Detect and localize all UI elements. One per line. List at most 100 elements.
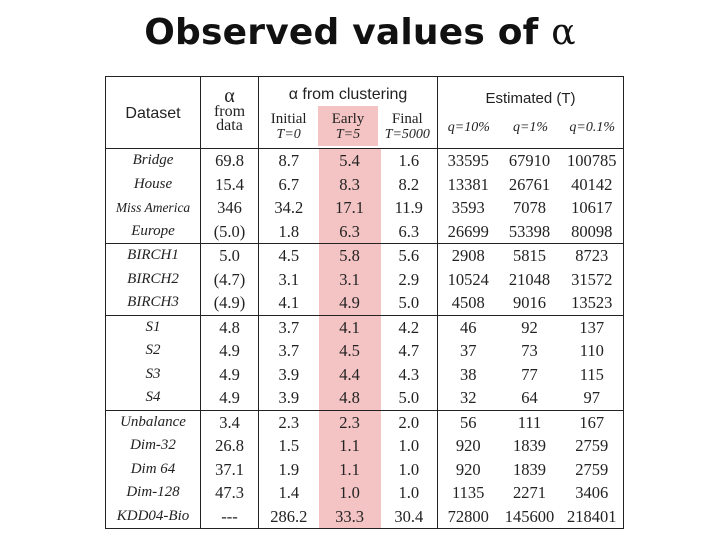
row-early: 2.3 <box>318 409 381 434</box>
row-alpha: 5.0 <box>200 243 259 268</box>
row-alpha: 15.4 <box>200 172 259 196</box>
row-alpha: 346 <box>200 196 259 220</box>
row-final: 6.3 <box>398 221 420 241</box>
row-early: 4.5 <box>318 339 381 363</box>
row-early: 4.4 <box>318 362 381 386</box>
header-q1-label: q=10% <box>447 120 490 135</box>
row-alpha: 4.8 <box>200 314 259 339</box>
row-q3: 8723 <box>560 243 624 268</box>
row-early: 5.8 <box>318 243 381 268</box>
header-initial-t: T=0 <box>276 127 301 142</box>
row-final: 1.0 <box>398 459 420 479</box>
row-q1: 38 <box>437 362 499 386</box>
row-q2: 111 <box>498 409 561 434</box>
row-q3: 10617 <box>571 198 613 217</box>
row-initial: 6.7 <box>258 172 319 196</box>
row-initial: 8.7 <box>258 148 319 173</box>
slide-title-alpha: α <box>551 12 576 53</box>
row-q2: 9016 <box>513 293 546 312</box>
row-early: 1.0 <box>318 481 381 505</box>
row-q2: 21048 <box>508 269 551 289</box>
header-q2: q=1% <box>500 110 562 146</box>
header-final-label: Final <box>391 111 423 127</box>
row-final: 2.0 <box>380 409 438 434</box>
row-initial: 286.2 <box>258 504 319 529</box>
row-q1: 3593 <box>437 196 499 220</box>
row-initial: 34.2 <box>258 196 319 220</box>
table-row: Dim 64 37.1 1.9 1.1 1.0 920 1839 2759 <box>106 457 624 481</box>
table-row: KDD04-Bio --- 286.2 33.3 30.4 72800 1456… <box>106 504 624 529</box>
row-q1: 46 <box>437 314 499 339</box>
row-alpha: 4.9 <box>200 339 259 363</box>
row-dataset-name: KDD04-Bio <box>116 507 190 524</box>
table-row: Bridge 69.8 8.7 5.4 1.6 33595 67910 1007… <box>106 148 624 173</box>
row-early: 5.4 <box>318 148 381 173</box>
row-q1: 920 <box>437 457 499 481</box>
header-q3: q=0.1% <box>561 110 623 146</box>
row-alpha: 3.4 <box>200 409 259 434</box>
row-dataset-name: S2 <box>145 342 161 358</box>
row-q3: 3406 <box>575 483 609 502</box>
row-dataset-name: S4 <box>145 389 161 405</box>
header-final-t: T=5000 <box>384 127 430 142</box>
table-row: Europe (5.0) 1.8 6.3 6.3 26699 53398 800… <box>106 219 624 244</box>
header-early-t: T=5 <box>335 127 361 142</box>
header-initial-label: Initial <box>270 111 307 127</box>
table-row: Dim-128 47.3 1.4 1.0 1.0 1135 2271 3406 <box>106 481 624 505</box>
row-dataset-name: BIRCH3 <box>127 294 179 310</box>
row-q2: 67910 <box>508 151 551 170</box>
row-final: 1.0 <box>398 483 420 502</box>
header-clustering: α from clustering Initial T=0 Early T=5 … <box>258 76 438 149</box>
row-early: 3.1 <box>318 267 381 291</box>
row-initial: 4.1 <box>258 291 319 315</box>
row-initial: 3.1 <box>258 267 319 291</box>
header-alpha-symbol: α <box>224 85 235 107</box>
row-q1: 13381 <box>437 172 499 196</box>
row-alpha: (4.9) <box>200 291 259 315</box>
row-dataset-name: Miss America <box>115 200 191 215</box>
row-early: 1.1 <box>318 457 381 481</box>
row-q3: 31572 <box>571 269 613 289</box>
row-q1: 10524 <box>437 267 499 291</box>
row-q2: 73 <box>521 341 538 360</box>
row-q3: 167 <box>560 409 624 434</box>
row-final: 5.0 <box>398 388 420 407</box>
row-dataset-name: Dim 64 <box>130 460 176 477</box>
row-q1: 1135 <box>437 481 499 505</box>
header-alpha-data: data <box>216 117 243 134</box>
row-q3: 115 <box>579 364 604 384</box>
table-row: S3 4.9 3.9 4.4 4.3 38 77 115 <box>106 362 624 386</box>
row-dataset-name: S3 <box>145 365 161 382</box>
header-early-label: Early <box>331 111 365 127</box>
row-q2: 145600 <box>504 506 555 526</box>
table-row: S2 4.9 3.7 4.5 4.7 37 73 110 <box>106 339 624 363</box>
row-dataset-name: Bridge <box>132 152 174 168</box>
row-q3: 80098 <box>571 221 613 241</box>
row-dataset-name: Unbalance <box>105 409 201 434</box>
alpha-values-table: Dataset α from data α from clustering In… <box>105 76 625 529</box>
row-alpha: 4.9 <box>200 386 259 410</box>
table-row: S4 4.9 3.9 4.8 5.0 32 64 97 <box>106 386 624 410</box>
row-early: 4.8 <box>318 386 381 410</box>
row-q1: 2908 <box>437 243 499 268</box>
row-initial: 1.8 <box>258 219 319 244</box>
row-dataset-name: BIRCH2 <box>127 270 179 287</box>
header-q2-label: q=1% <box>512 120 549 135</box>
row-q1: 72800 <box>437 504 499 529</box>
table-row: BIRCH1 5.0 4.5 5.8 5.6 2908 5815 8723 <box>105 243 624 268</box>
table-row: Dim-32 26.8 1.5 1.1 1.0 920 1839 2759 <box>106 434 624 458</box>
row-q1: 920 <box>437 434 499 458</box>
row-q3: 97 <box>583 388 601 407</box>
row-final: 4.3 <box>398 364 420 384</box>
row-alpha: --- <box>200 504 259 529</box>
row-alpha: 37.1 <box>200 457 259 481</box>
header-clustering-title: α from clustering <box>288 86 408 103</box>
row-dataset-name: S1 <box>105 314 201 339</box>
header-initial: Initial T=0 <box>260 106 319 146</box>
header-final: Final T=5000 <box>378 106 437 146</box>
row-early: 17.1 <box>318 196 381 220</box>
row-final: 4.7 <box>398 341 420 360</box>
table-row: Miss America 346 34.2 17.1 11.9 3593 707… <box>106 196 624 220</box>
row-final: 30.4 <box>394 506 424 526</box>
row-q2: 2271 <box>513 483 546 502</box>
